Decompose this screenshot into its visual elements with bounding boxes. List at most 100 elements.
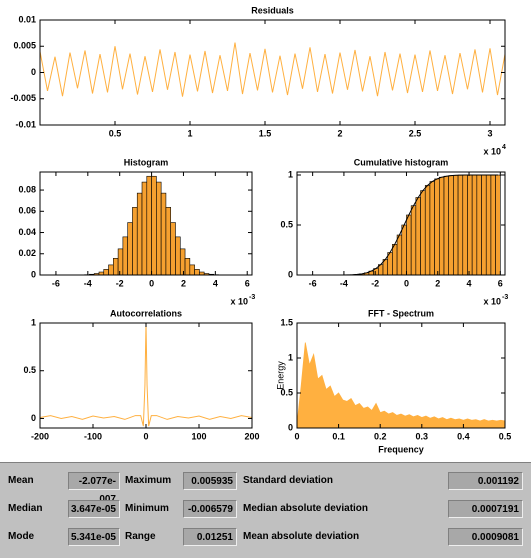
x-tick-label: 0	[294, 431, 299, 441]
bar	[420, 190, 426, 276]
x-tick-label: 1	[187, 128, 192, 138]
x-tick-label: 0.3	[416, 431, 429, 441]
marks	[74, 175, 229, 276]
marks	[296, 342, 506, 429]
stat-value: 0.001192	[448, 472, 523, 490]
x-multiplier-exponent: -3	[249, 294, 255, 301]
bar	[165, 207, 172, 276]
x-tick-label: 3	[487, 128, 492, 138]
y-tick-label: 1	[288, 169, 293, 179]
x-multiplier: x 10	[483, 146, 501, 156]
chart-title: Residuals	[251, 5, 294, 15]
bar	[495, 174, 501, 276]
x-multiplier-exponent: 4	[502, 144, 506, 151]
y-tick-label: -0.005	[10, 93, 36, 103]
x-multiplier-exponent: -3	[502, 294, 508, 301]
x-tick-label: 0.1	[332, 431, 345, 441]
x-tick-label: -6	[52, 278, 60, 288]
bar	[146, 175, 152, 276]
y-tick-label: 0.04	[18, 227, 36, 237]
y-tick-label: 0	[288, 269, 293, 279]
stats-panel: Mean -2.077e-007 Maximum 0.005935 Standard d…	[0, 462, 531, 558]
bar	[415, 197, 421, 276]
stat-value: 0.0009081	[448, 528, 523, 546]
x-tick-label: 0.5	[499, 431, 512, 441]
bar	[443, 175, 449, 276]
x-multiplier: x 10	[483, 296, 501, 306]
x-tick-label: -2	[116, 278, 124, 288]
bar	[113, 258, 119, 276]
stat-label: Range	[125, 531, 156, 542]
bar	[457, 174, 464, 276]
y-tick-label: 0.02	[18, 248, 36, 258]
bar	[141, 181, 148, 276]
bar	[490, 174, 496, 276]
bar	[160, 192, 167, 276]
bar	[453, 175, 459, 276]
bar	[175, 236, 181, 276]
y-tick-label: 0.5	[280, 387, 293, 397]
chart-title: Cumulative histogram	[354, 157, 449, 167]
bar	[439, 176, 445, 276]
y-tick-label: 1	[288, 352, 293, 362]
x-tick-label: -200	[31, 431, 49, 441]
stat-label: Median absolute deviation	[243, 503, 369, 514]
marks	[39, 42, 506, 97]
bar	[117, 248, 124, 276]
bar	[151, 175, 157, 276]
bar	[424, 185, 431, 276]
bar	[434, 178, 440, 276]
line	[39, 42, 506, 97]
bar	[485, 174, 492, 276]
x-tick-label: 2	[181, 278, 186, 288]
y-tick-label: -0.01	[15, 119, 36, 129]
axis-box	[39, 171, 253, 276]
y-tick-label: 0	[31, 269, 36, 279]
bar	[184, 258, 191, 276]
bar	[406, 214, 412, 276]
stat-value: -0.006579	[183, 500, 237, 518]
x-tick-label: 2	[435, 278, 440, 288]
bar	[136, 192, 143, 276]
stat-label: Standard deviation	[243, 475, 334, 486]
x-tick-label: 4	[213, 278, 218, 288]
bar	[429, 181, 435, 276]
x-tick-label: 4	[467, 278, 472, 288]
bar	[410, 205, 417, 276]
bar	[122, 236, 128, 276]
bar	[189, 264, 195, 276]
bar	[392, 244, 398, 276]
y-axis-label: Energy	[275, 361, 285, 390]
bar	[467, 174, 473, 276]
y-tick-label: 1	[31, 317, 36, 327]
bar	[476, 174, 482, 276]
y-tick-label: 0.5	[280, 219, 293, 229]
stat-value: 3.647e-05	[68, 500, 120, 518]
y-tick-label: 0.08	[18, 184, 36, 194]
x-tick-label: 2.5	[409, 128, 422, 138]
y-tick-label: 0	[288, 422, 293, 432]
chart-title: FFT - Spectrum	[368, 308, 434, 318]
axis-box	[296, 171, 506, 276]
bar	[156, 181, 162, 276]
bar	[481, 174, 487, 276]
chart-title: Histogram	[124, 157, 169, 167]
x-tick-label: 0.5	[109, 128, 122, 138]
x-tick-label: -100	[84, 431, 102, 441]
x-tick-label: 0	[149, 278, 154, 288]
y-tick-label: 0.005	[13, 41, 36, 51]
bar	[179, 248, 186, 276]
area	[296, 342, 506, 429]
bar	[471, 174, 478, 276]
stat-label: Median	[8, 503, 43, 514]
stat-label: Mode	[8, 531, 35, 542]
charts: Residuals -0.01 -0.005 0 0.005 0.01 0.5 1 1.5 2 2.…	[10, 5, 512, 454]
x-tick-label: 0	[143, 431, 148, 441]
x-tick-label: 100	[191, 431, 206, 441]
stat-value: 0.005935	[183, 472, 237, 490]
bar	[108, 264, 114, 276]
bar	[462, 174, 468, 276]
x-multiplier: x 10	[230, 296, 248, 306]
y-tick-label: 0	[31, 413, 36, 423]
